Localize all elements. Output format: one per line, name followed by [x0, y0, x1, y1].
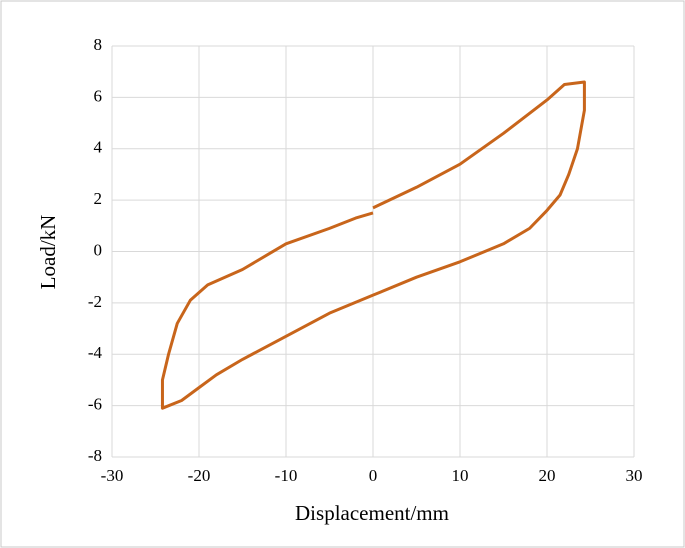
y-tick-label: 8	[94, 35, 103, 54]
x-tick-label: -20	[188, 466, 211, 485]
x-axis-label: Displacement/mm	[295, 501, 449, 525]
data-line	[160, 80, 586, 410]
y-tick-label: -6	[88, 395, 102, 414]
x-tick-label: -10	[275, 466, 298, 485]
x-tick-label: 10	[452, 466, 469, 485]
y-tick-label: 0	[94, 240, 103, 259]
y-tick-label: 4	[94, 138, 103, 157]
y-tick-label: -8	[88, 446, 102, 465]
x-tick-label: 20	[539, 466, 556, 485]
x-tick-label: 0	[369, 466, 378, 485]
x-tick-label: 30	[626, 466, 643, 485]
x-tick-label: -30	[101, 466, 124, 485]
y-tick-label: -4	[88, 343, 103, 362]
y-tick-label: 2	[94, 189, 103, 208]
y-axis-label: Load/kN	[36, 215, 60, 290]
y-tick-label: 6	[94, 86, 103, 105]
y-tick-label: -2	[88, 292, 102, 311]
